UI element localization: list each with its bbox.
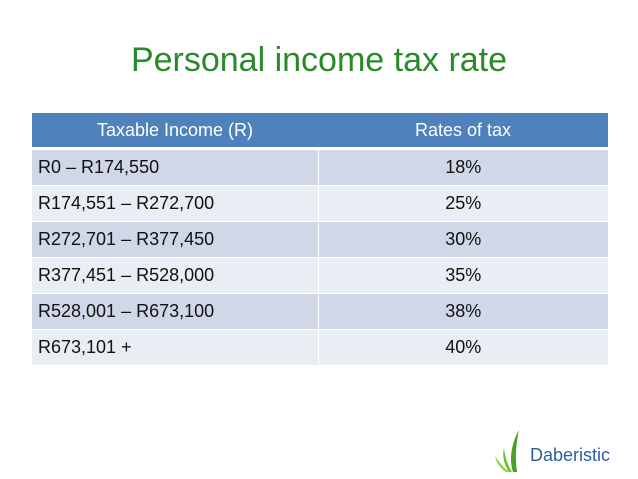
table-row: R174,551 – R272,700 25% <box>32 185 608 222</box>
table-header-row: Taxable Income (R) Rates of tax <box>32 113 608 150</box>
tax-rate-cell: 40% <box>317 329 608 366</box>
tax-rate-cell: 25% <box>317 185 608 222</box>
income-bracket-cell: R174,551 – R272,700 <box>32 185 318 222</box>
income-bracket-cell: R528,001 – R673,100 <box>32 293 318 330</box>
table-row: R377,451 – R528,000 35% <box>32 257 608 294</box>
table-row: R528,001 – R673,100 38% <box>32 293 608 330</box>
income-bracket-cell: R0 – R174,550 <box>32 148 318 186</box>
tax-rate-cell: 30% <box>317 221 608 258</box>
tax-rate-cell: 38% <box>317 293 608 330</box>
header-rates-of-tax: Rates of tax <box>318 113 608 150</box>
income-bracket-cell: R377,451 – R528,000 <box>32 257 318 294</box>
header-taxable-income: Taxable Income (R) <box>32 113 318 150</box>
table-row: R673,101 + 40% <box>32 329 608 366</box>
tax-rate-table: Taxable Income (R) Rates of tax R0 – R17… <box>32 113 608 366</box>
page-title: Personal income tax rate <box>130 41 508 79</box>
tax-rate-cell: 35% <box>317 257 608 294</box>
table-row: R272,701 – R377,450 30% <box>32 221 608 258</box>
brand-name: Daberistic <box>530 444 611 465</box>
brand-logo: Daberistic <box>492 428 610 474</box>
tax-rate-cell: 18% <box>317 148 608 186</box>
income-bracket-cell: R272,701 – R377,450 <box>32 221 318 258</box>
leaf-logo-icon <box>495 430 519 472</box>
table-row: R0 – R174,550 18% <box>32 148 608 186</box>
income-bracket-cell: R673,101 + <box>32 329 318 366</box>
